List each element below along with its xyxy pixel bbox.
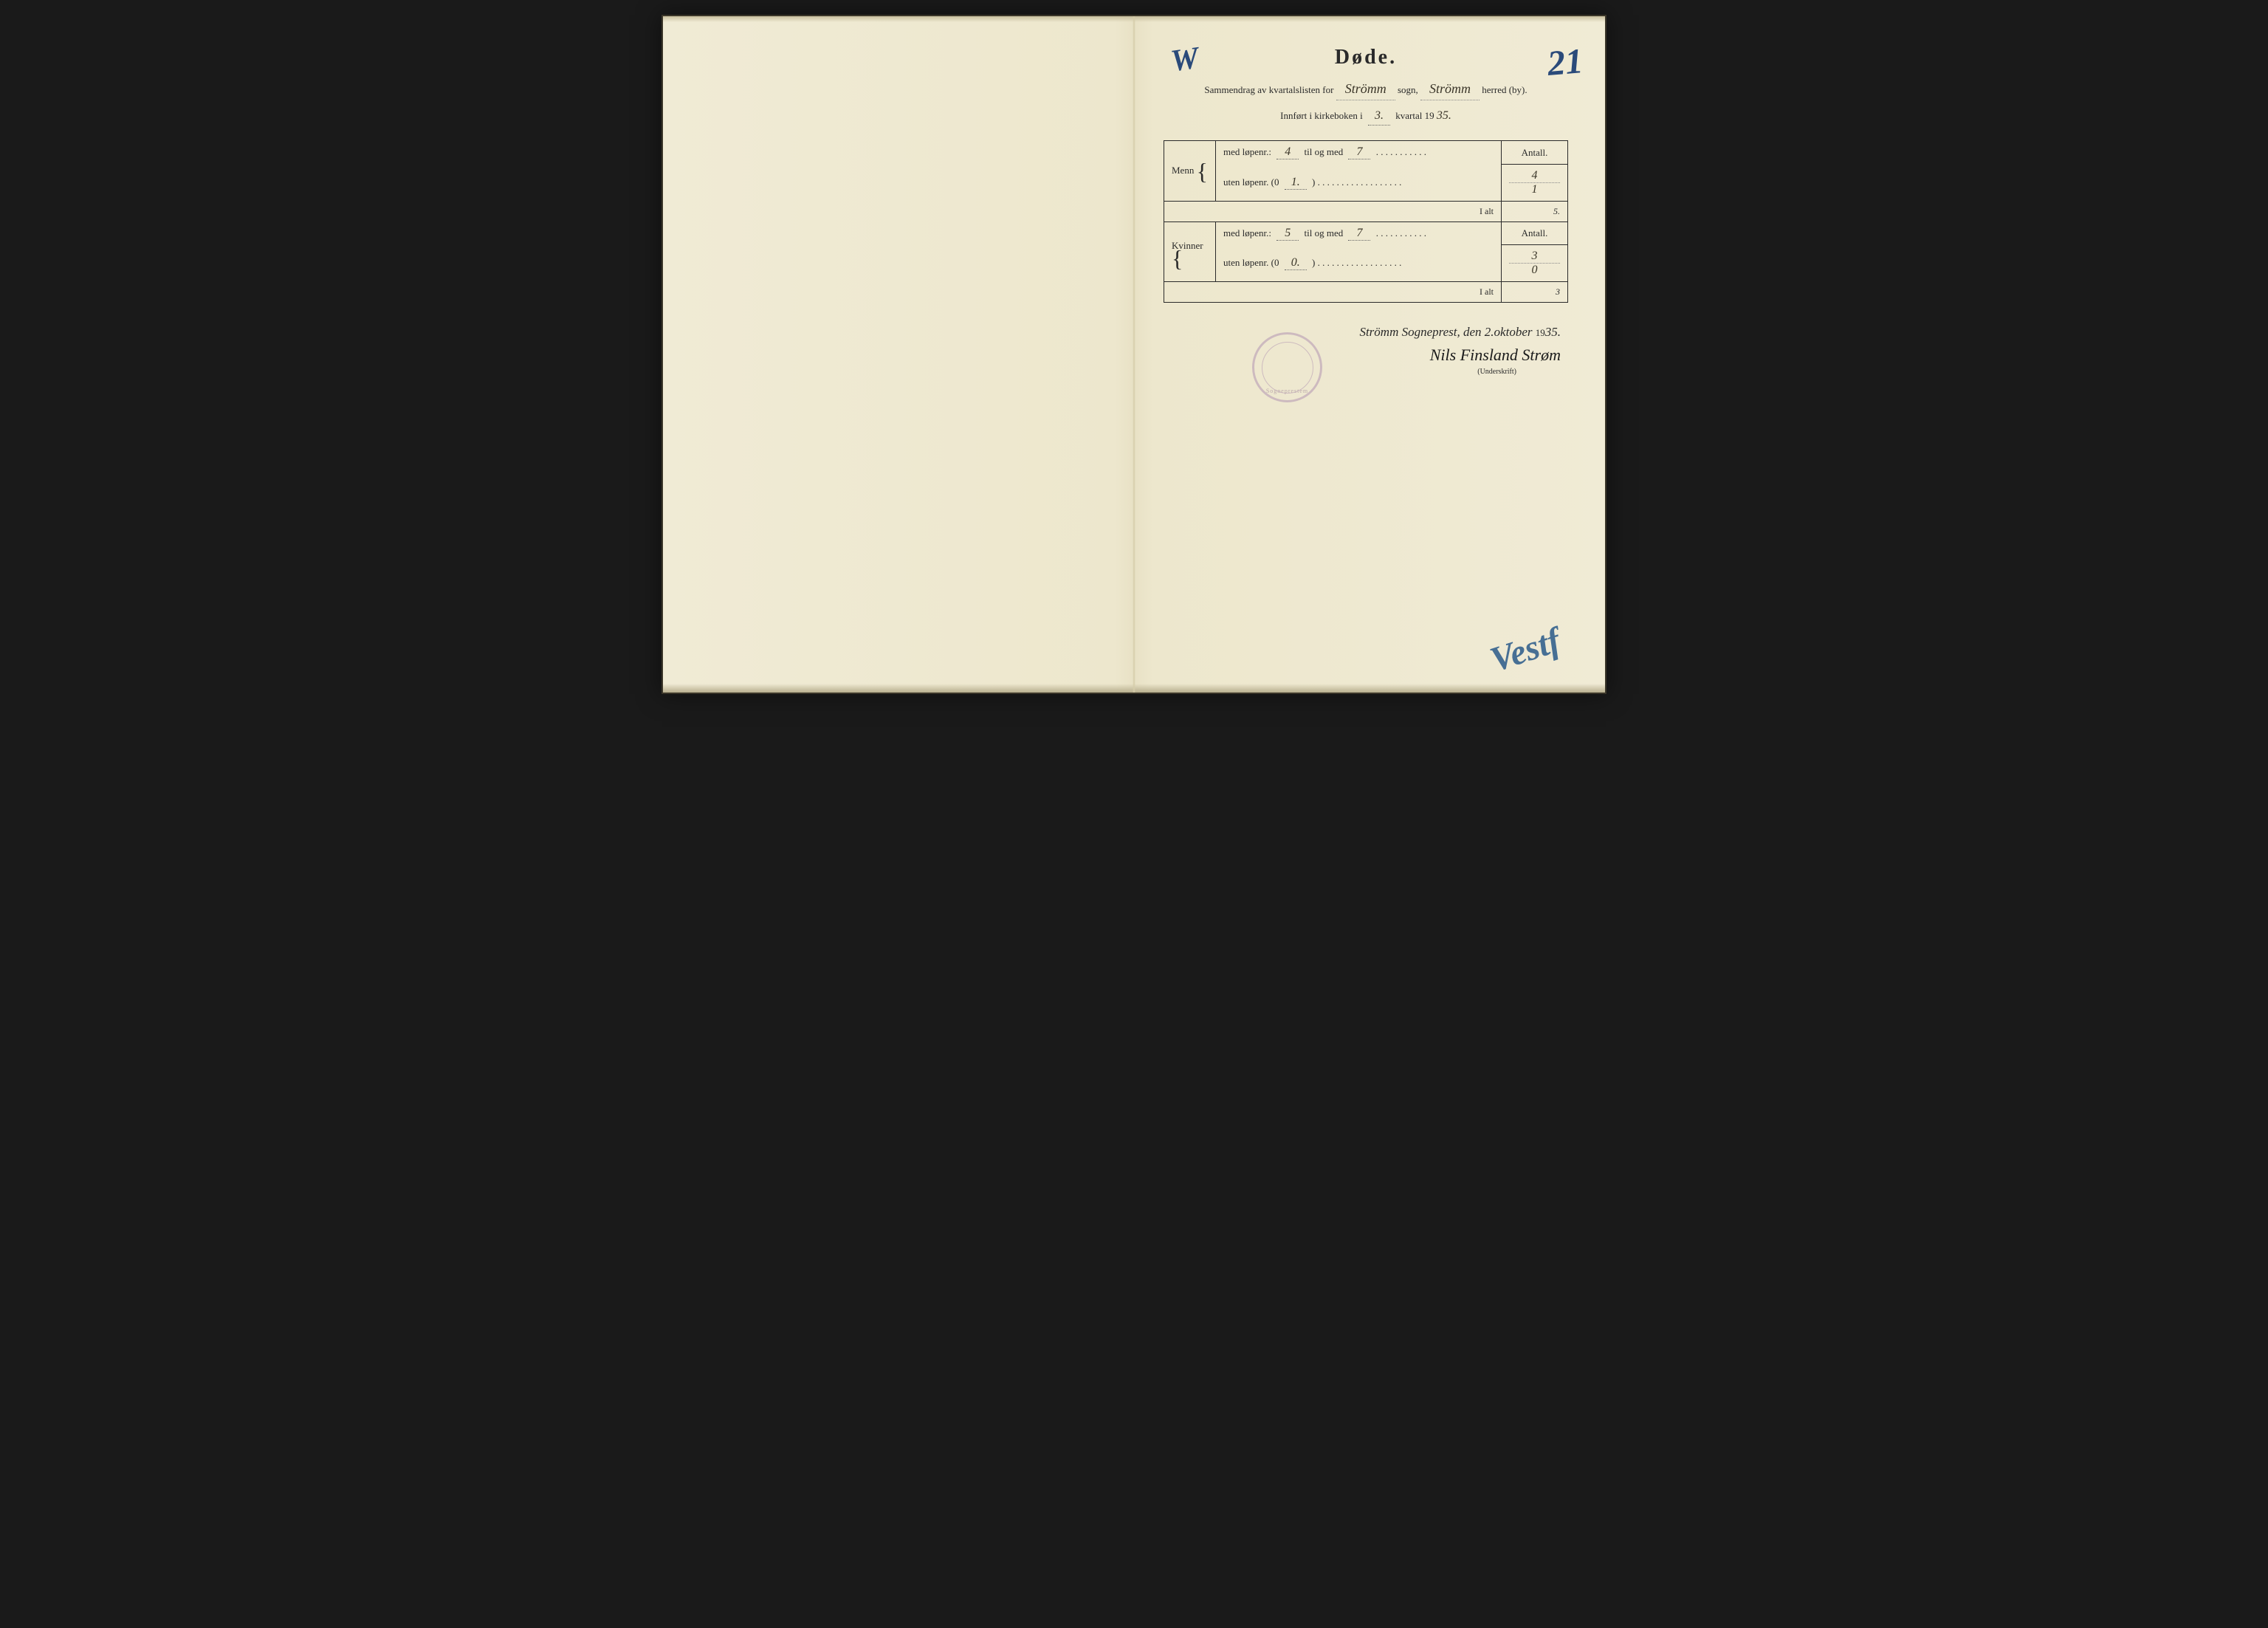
med-middle: til og med [1305, 227, 1344, 238]
header-section: W 21 Døde. Sammendrag av kvartalslisten … [1164, 46, 1568, 126]
annotation-mark-left: W [1169, 41, 1201, 80]
antall-header: Antall. [1502, 141, 1568, 165]
menn-ialt-value: 5. [1502, 201, 1568, 221]
ialt-label-cell: I alt [1164, 282, 1502, 303]
location-date: Strömm Sogneprest, den 2.oktober [1359, 325, 1532, 339]
herred-label: herred (by). [1482, 84, 1527, 95]
subtitle-line-2: Innført i kirkeboken i 3. kvartal 19 35. [1164, 106, 1568, 126]
table-row: Kvinner { med løpenr.: 5 til og med 7 . … [1164, 221, 1568, 245]
subtitle-line-1: Sammendrag av kvartalslisten for Strömm … [1164, 78, 1568, 100]
menn-label-cell: Menn { [1164, 141, 1216, 202]
antall-header-2: Antall. [1502, 221, 1568, 245]
uten-suffix: ) [1312, 257, 1315, 268]
table-row: uten løpenr. (0 1. ) . . . . . . . . . .… [1164, 164, 1568, 201]
menn-med-cell: med løpenr.: 4 til og med 7 . . . . . . … [1216, 141, 1502, 165]
menn-antall-cell: 4 1 [1502, 164, 1568, 201]
kvinner-uten-cell: uten løpenr. (0 0. ) . . . . . . . . . .… [1216, 245, 1502, 282]
menn-med-antall: 4 [1509, 169, 1560, 183]
kvinner-med-from: 5 [1276, 227, 1299, 241]
kvinner-med-antall: 3 [1509, 250, 1560, 264]
med-prefix: med løpenr.: [1223, 227, 1271, 238]
sogn-value: Strömm [1336, 78, 1395, 100]
med-middle: til og med [1305, 146, 1344, 157]
year-prefix: 19 [1536, 327, 1545, 338]
official-stamp: Sogneprestem [1252, 332, 1322, 402]
signature-date-line: Strömm Sogneprest, den 2.oktober 1935. [1164, 325, 1561, 340]
annotation-mark-right: 21 [1546, 41, 1585, 84]
subtitle-prefix: Sammendrag av kvartalslisten for [1204, 84, 1333, 95]
kvinner-uten-value: 0. [1285, 256, 1307, 270]
dots: . . . . . . . . . . . [1376, 146, 1426, 157]
dots: . . . . . . . . . . . . . . . . . . [1318, 176, 1402, 188]
kvinner-ialt-value: 3 [1502, 282, 1568, 303]
ialt-label-cell: I alt [1164, 201, 1502, 221]
kvartal-value: 3. [1368, 106, 1390, 126]
uten-suffix: ) [1312, 176, 1315, 188]
menn-uten-cell: uten løpenr. (0 1. ) . . . . . . . . . .… [1216, 164, 1502, 201]
signature-name: Nils Finsland Strøm [1164, 346, 1561, 365]
kvartal-label: kvartal 19 [1395, 110, 1434, 121]
ialt-label: I alt [1480, 286, 1494, 297]
kvinner-uten-antall: 0 [1509, 264, 1560, 277]
kvinner-ialt-row: I alt 3 [1164, 282, 1568, 303]
menn-ialt-row: I alt 5. [1164, 201, 1568, 221]
table-row: uten løpenr. (0 0. ) . . . . . . . . . .… [1164, 245, 1568, 282]
dots: . . . . . . . . . . . . . . . . . . [1318, 257, 1402, 268]
med-prefix: med løpenr.: [1223, 146, 1271, 157]
innfort-prefix: Innført i kirkeboken i [1280, 110, 1363, 121]
underskrift-label: (Underskrift) [1164, 368, 1516, 376]
uten-prefix: uten løpenr. (0 [1223, 257, 1279, 268]
page-title: Døde. [1164, 46, 1568, 69]
right-page-content: W 21 Døde. Sammendrag av kvartalslisten … [1134, 16, 1605, 398]
data-table: Menn { med løpenr.: 4 til og med 7 . . .… [1164, 140, 1568, 303]
year-value: 35. [1437, 109, 1451, 122]
menn-uten-antall: 1 [1509, 183, 1560, 196]
menn-label: Menn [1172, 165, 1194, 176]
kvinner-antall-cell: 3 0 [1502, 245, 1568, 282]
uten-prefix: uten løpenr. (0 [1223, 176, 1279, 188]
kvinner-med-to: 7 [1348, 227, 1370, 241]
menn-med-from: 4 [1276, 145, 1299, 159]
kvinner-med-cell: med løpenr.: 5 til og med 7 . . . . . . … [1216, 221, 1502, 245]
herred-value: Strömm [1420, 78, 1480, 100]
menn-med-to: 7 [1348, 145, 1370, 159]
ialt-label: I alt [1480, 206, 1494, 216]
signature-section: Sogneprestem Strömm Sogneprest, den 2.ok… [1164, 325, 1568, 376]
brace-icon: { [1197, 165, 1208, 177]
brace-icon: { [1172, 253, 1183, 264]
kvinner-label-cell: Kvinner { [1164, 221, 1216, 282]
stamp-inner-circle [1262, 342, 1313, 394]
dots: . . . . . . . . . . . [1376, 227, 1426, 238]
bottom-annotation: Vestf [1485, 620, 1565, 681]
table-header-row: Menn { med løpenr.: 4 til og med 7 . . .… [1164, 141, 1568, 165]
signature-year: 35. [1545, 325, 1561, 339]
document-page: W 21 Døde. Sammendrag av kvartalslisten … [662, 15, 1606, 694]
stamp-text: Sogneprestem [1266, 388, 1308, 394]
menn-uten-value: 1. [1285, 176, 1307, 190]
sogn-label: sogn, [1398, 84, 1418, 95]
